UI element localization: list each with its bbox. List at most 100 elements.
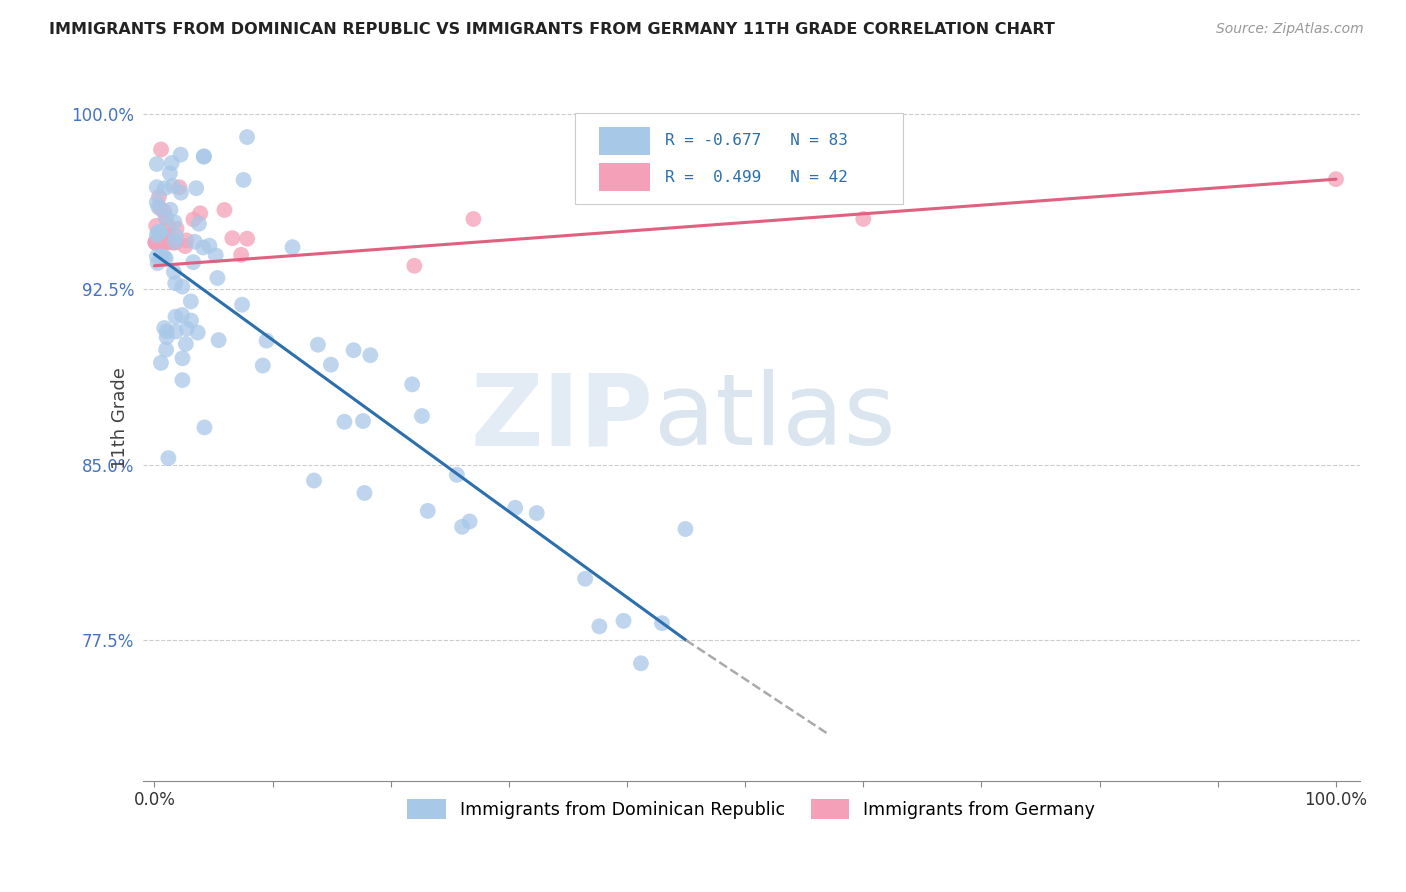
Point: [145, 235, 167, 250]
Point: [145, 235, 167, 250]
Point: [172, 351, 194, 366]
Point: [166, 221, 188, 235]
Point: [231, 248, 253, 262]
Point: [236, 232, 259, 246]
Point: [463, 211, 485, 226]
Point: [149, 228, 172, 243]
Point: [153, 181, 176, 195]
Point: [574, 572, 596, 586]
Point: [153, 250, 176, 264]
Point: [146, 250, 169, 264]
Point: [588, 619, 610, 633]
Point: [191, 240, 214, 254]
Point: [149, 202, 172, 216]
Point: [401, 377, 423, 392]
Text: atlas: atlas: [654, 369, 896, 467]
Point: [176, 234, 198, 248]
Point: [145, 195, 167, 210]
Point: [180, 313, 202, 327]
Point: [145, 235, 167, 250]
Point: [153, 321, 176, 335]
Point: [145, 235, 167, 250]
Point: [145, 157, 167, 171]
Point: [852, 211, 875, 226]
Point: [183, 212, 205, 227]
Point: [155, 234, 177, 248]
Point: [162, 235, 184, 250]
Point: [145, 180, 167, 194]
Point: [146, 256, 169, 270]
Point: [526, 506, 548, 520]
Point: [160, 156, 183, 170]
Text: ZIP: ZIP: [471, 369, 654, 467]
Point: [404, 259, 426, 273]
Point: [651, 616, 673, 631]
Point: [156, 330, 179, 344]
Point: [163, 265, 186, 279]
Point: [174, 337, 197, 351]
Point: [319, 358, 342, 372]
Point: [503, 500, 526, 515]
Point: [352, 414, 374, 428]
Point: [187, 217, 209, 231]
Point: [342, 343, 364, 358]
Point: [630, 657, 652, 671]
FancyBboxPatch shape: [575, 113, 903, 204]
Point: [198, 238, 221, 252]
Point: [232, 173, 254, 187]
Point: [159, 202, 181, 217]
Point: [675, 522, 697, 536]
Point: [162, 235, 184, 250]
Point: [172, 279, 194, 293]
Point: [174, 239, 197, 253]
Point: [149, 225, 172, 239]
Point: [302, 474, 325, 488]
Point: [162, 178, 184, 193]
Point: [152, 235, 174, 250]
Point: [186, 181, 208, 195]
Point: [176, 321, 198, 335]
Point: [169, 147, 191, 161]
Text: R =  0.499   N = 42: R = 0.499 N = 42: [665, 169, 848, 185]
Text: Source: ZipAtlas.com: Source: ZipAtlas.com: [1216, 22, 1364, 37]
Point: [153, 204, 176, 219]
Point: [165, 235, 187, 249]
Point: [359, 348, 381, 362]
Point: [193, 150, 215, 164]
Point: [155, 211, 177, 226]
Bar: [599, 127, 650, 154]
Point: [221, 231, 243, 245]
Point: [146, 235, 169, 250]
Point: [169, 180, 191, 194]
Point: [172, 373, 194, 387]
Point: [150, 235, 173, 250]
Point: [446, 467, 468, 482]
Point: [236, 130, 259, 145]
Point: [458, 515, 481, 529]
Point: [256, 334, 278, 348]
Point: [188, 206, 211, 220]
Point: [155, 343, 177, 357]
Point: [148, 189, 170, 203]
Point: [165, 229, 187, 244]
Point: [163, 215, 186, 229]
Point: [165, 235, 187, 250]
Point: [214, 202, 236, 217]
Point: [207, 271, 229, 285]
Point: [170, 308, 193, 322]
Point: [149, 225, 172, 239]
Point: [156, 325, 179, 339]
Point: [204, 248, 226, 262]
Text: R = -0.677   N = 83: R = -0.677 N = 83: [665, 133, 848, 148]
Point: [184, 235, 207, 249]
Point: [148, 200, 170, 214]
Point: [252, 359, 274, 373]
Point: [163, 235, 186, 250]
Point: [145, 219, 167, 233]
Point: [150, 249, 173, 263]
Point: [155, 210, 177, 224]
Point: [333, 415, 356, 429]
Point: [416, 504, 439, 518]
Point: [180, 294, 202, 309]
Bar: [599, 163, 650, 191]
